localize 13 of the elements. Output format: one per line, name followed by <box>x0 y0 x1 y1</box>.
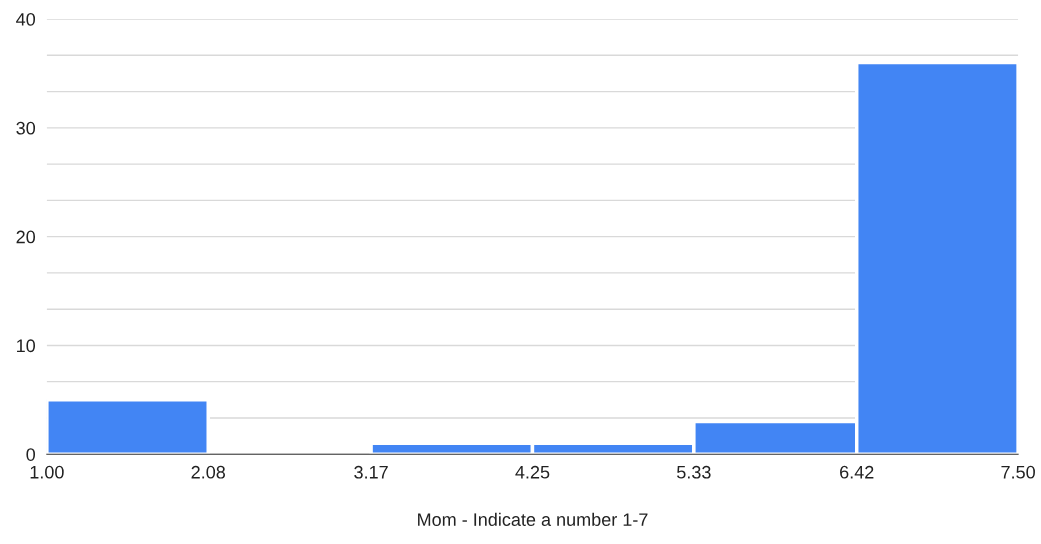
x-tick-label: 3.17 <box>354 465 388 479</box>
x-tick-label: 5.33 <box>677 465 711 479</box>
y-tick-label: 0 <box>26 448 36 461</box>
y-tick-label: 10 <box>17 339 36 353</box>
y-tick-label: 30 <box>16 121 36 135</box>
x-tick-label: 7.50 <box>1001 465 1035 479</box>
x-tick-label: 2.08 <box>191 465 226 479</box>
y-tick-label: 40 <box>16 12 36 26</box>
x-axis-title: Mom - Indicate a number 1-7 <box>418 512 648 526</box>
x-tick-label: 6.42 <box>840 465 874 479</box>
x-tick-label: 4.25 <box>515 465 550 479</box>
x-tick-label: 1.00 <box>30 465 64 479</box>
y-tick-label: 20 <box>16 230 36 244</box>
